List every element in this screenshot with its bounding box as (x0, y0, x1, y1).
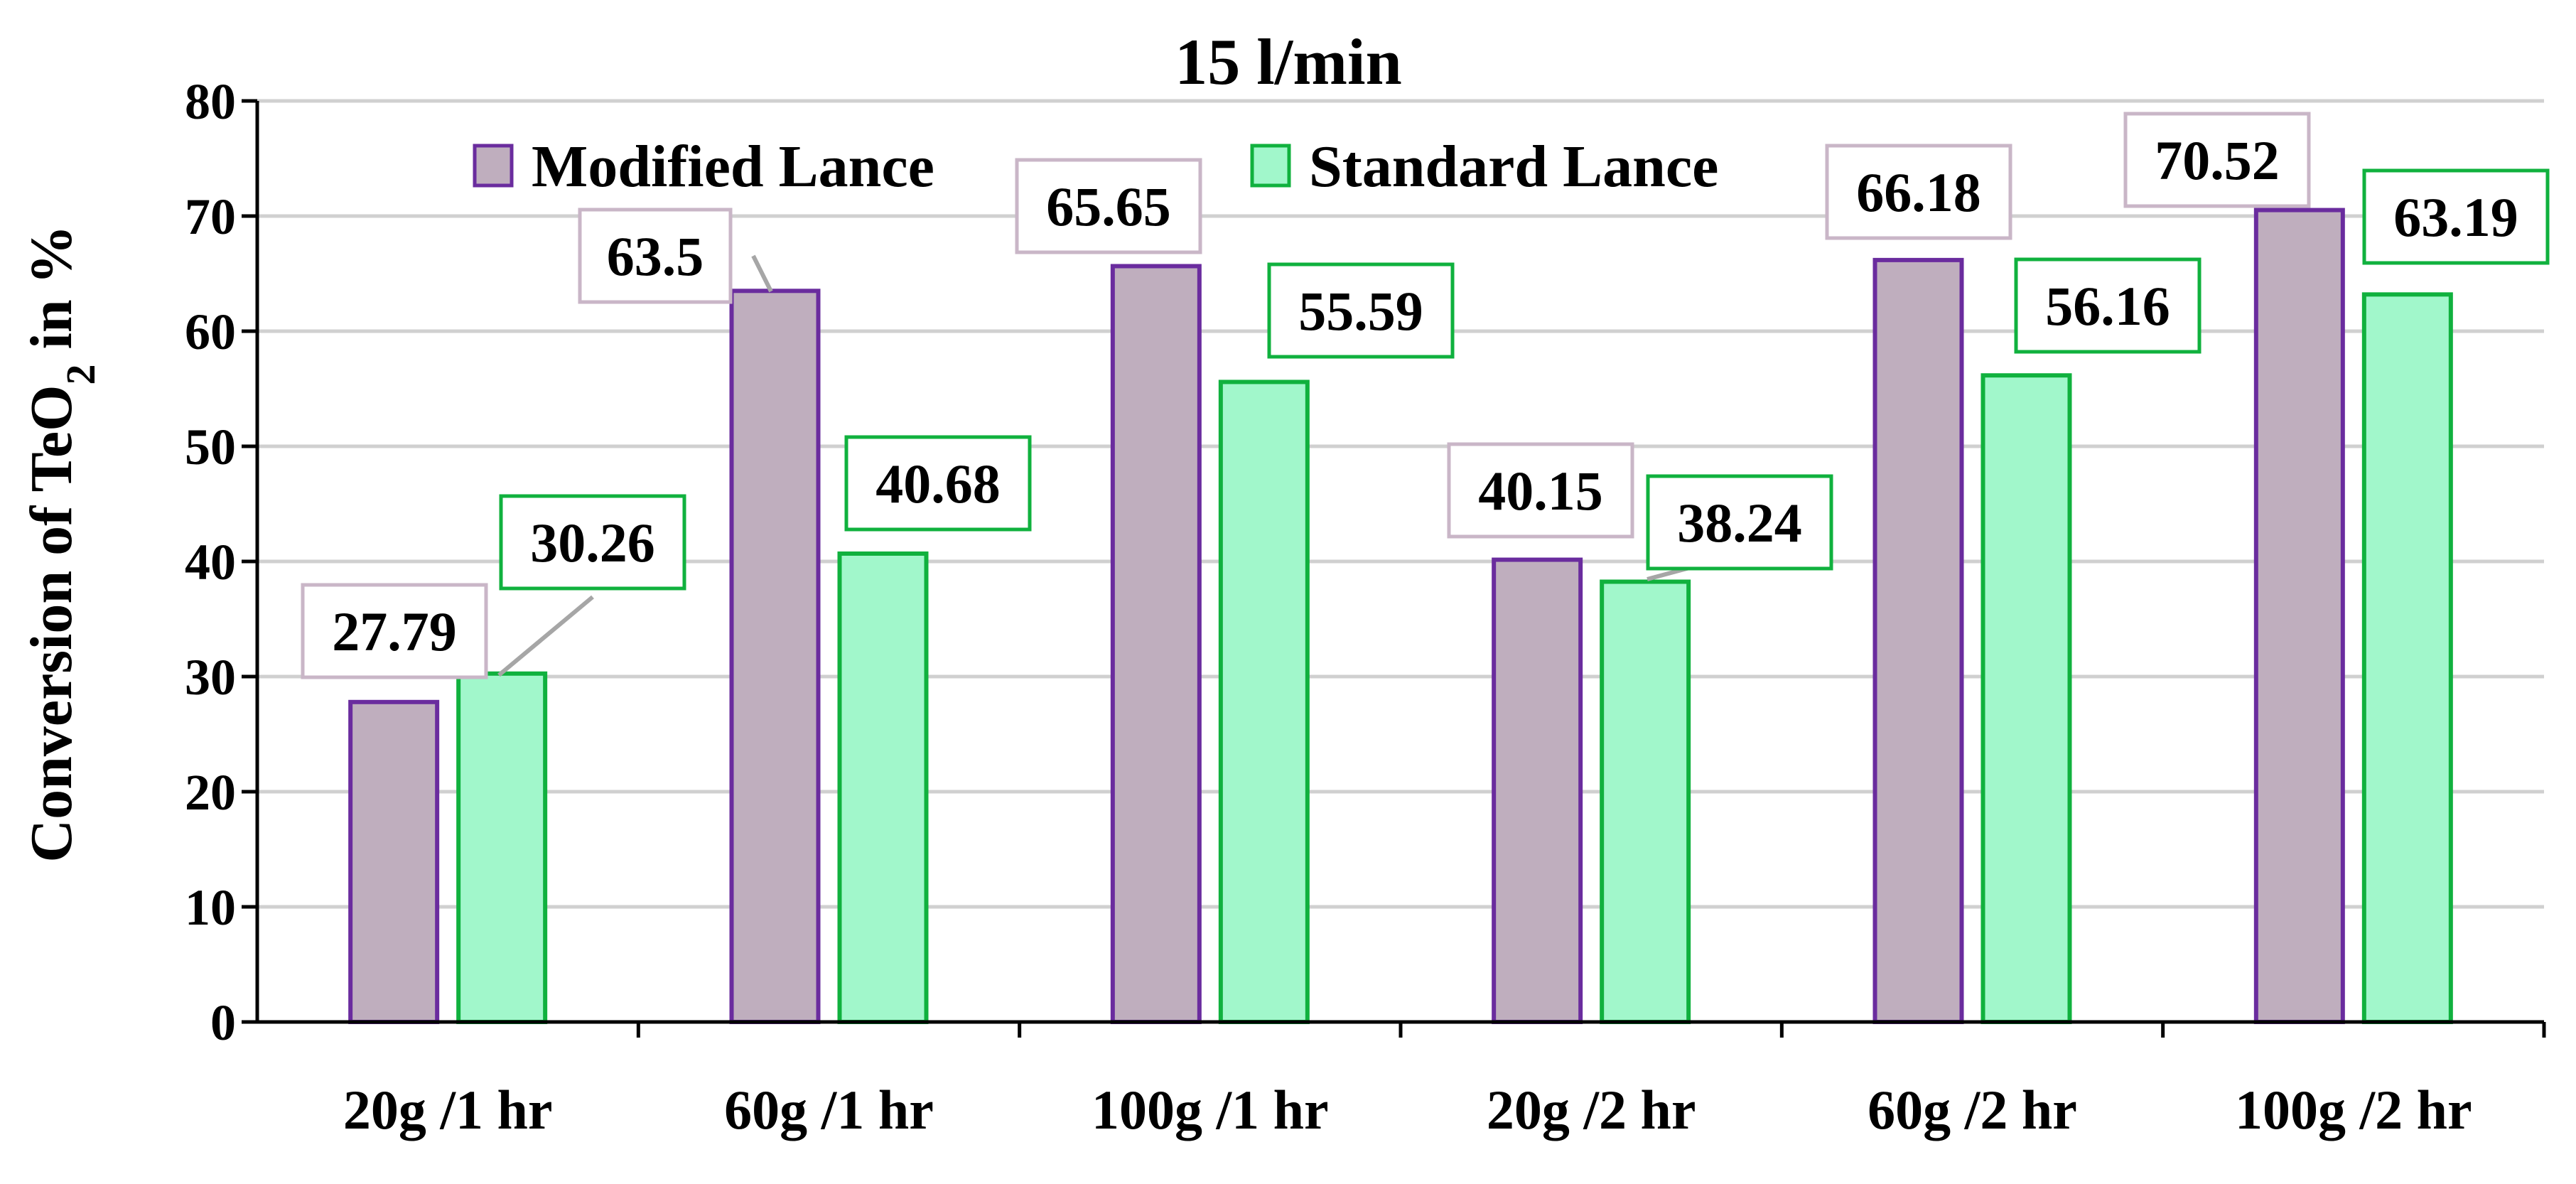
x-category-label: 100g /1 hr (1092, 1079, 1329, 1141)
y-tick-label: 10 (185, 879, 236, 936)
y-axis-title-suffix: in % (18, 225, 85, 364)
legend-swatch (473, 144, 514, 188)
x-category-label: 60g /1 hr (724, 1079, 934, 1141)
data-label: 38.24 (1677, 492, 1802, 554)
data-label-box (301, 583, 488, 679)
y-axis-title-main: Conversion of TeO (18, 384, 85, 862)
data-label-box (578, 208, 733, 304)
data-label: 27.79 (332, 601, 457, 662)
y-tick-label: 60 (185, 303, 236, 360)
bar (2361, 292, 2453, 1024)
y-axis-title: Conversion of TeO2 in % (18, 225, 104, 862)
bar (1872, 257, 1964, 1024)
data-label: 56.16 (2045, 275, 2170, 337)
data-label-box (844, 435, 1032, 532)
bar (837, 551, 929, 1024)
data-label: 40.68 (875, 453, 1001, 515)
x-category-label: 60g /2 hr (1868, 1079, 2077, 1141)
data-label-box (2014, 257, 2202, 354)
bars (348, 208, 2453, 1025)
data-label: 40.15 (1478, 460, 1603, 522)
data-label-box (1646, 474, 1833, 571)
axes: 0 10 20 30 40 50 60 70 80 20g /1 hr 60g /1 hr 100g … (185, 73, 2546, 1141)
bar (1980, 373, 2072, 1024)
y-tick-label: 70 (185, 188, 236, 245)
bar (1110, 264, 1202, 1025)
leader-line (497, 595, 594, 677)
bar (1600, 579, 1691, 1024)
bar (2253, 208, 2345, 1024)
bar (1492, 557, 1583, 1024)
y-axis-title-subscript: 2 (58, 364, 104, 384)
data-label-box (2123, 112, 2311, 208)
chart-title: 15 l/min (1175, 26, 1401, 98)
y-tick-label: 30 (185, 649, 236, 706)
legend-label: Modified Lance (532, 134, 934, 200)
y-tick-label: 50 (185, 419, 236, 475)
data-label: 66.18 (1856, 161, 1981, 223)
bar (729, 289, 821, 1024)
bar (348, 699, 440, 1024)
data-label: 63.5 (607, 225, 704, 287)
data-label: 55.59 (1298, 280, 1423, 342)
data-label-box (2362, 168, 2550, 265)
y-tick-label: 0 (210, 994, 236, 1051)
data-label: 30.26 (530, 512, 655, 574)
legend-swatch (1250, 144, 1291, 188)
data-label-box (1015, 158, 1202, 254)
legend: Modified Lance Standard Lance (473, 134, 1718, 200)
data-label-box (1825, 144, 2012, 240)
data-label: 65.65 (1046, 176, 1171, 237)
x-category-label: 20g /1 hr (343, 1079, 553, 1141)
bar (456, 671, 548, 1025)
x-category-label: 20g /2 hr (1487, 1079, 1696, 1141)
data-label-box (499, 494, 686, 591)
y-tick-label: 20 (185, 764, 236, 821)
data-label-box (1447, 442, 1634, 539)
y-tick-label: 80 (185, 73, 236, 130)
data-label-box (1267, 262, 1455, 359)
bar (1218, 380, 1310, 1024)
y-tick-label: 40 (185, 534, 236, 591)
data-label: 63.19 (2393, 186, 2518, 248)
leader-line (751, 254, 773, 293)
data-label: 70.52 (2155, 129, 2280, 191)
x-category-label: 100g /2 hr (2235, 1079, 2472, 1141)
legend-label: Standard Lance (1309, 134, 1718, 200)
data-labels: 27.79 30.26 63.5 40.68 65.65 55.59 40.15 38.24 6… (301, 112, 2550, 679)
